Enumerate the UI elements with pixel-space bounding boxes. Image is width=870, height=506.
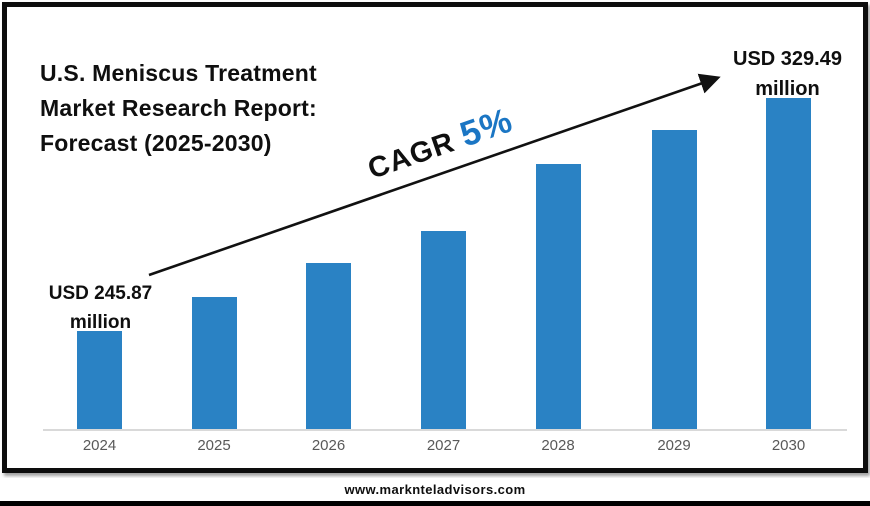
bar-2030 <box>766 98 811 430</box>
bottom-accent-bar <box>0 501 870 506</box>
end-value-amount: USD 329.49 <box>733 48 842 70</box>
x-tick-2026: 2026 <box>311 437 346 454</box>
end-value-label: USD 329.49 million <box>715 44 860 104</box>
x-tick-2028: 2028 <box>541 437 575 454</box>
bar-2027 <box>421 231 466 430</box>
footer: www.marknteladvisors.com <box>0 478 870 501</box>
bar-2025 <box>191 297 237 430</box>
x-tick-2030: 2030 <box>771 437 806 454</box>
x-tick-2027: 2027 <box>426 437 461 454</box>
x-axis-line <box>43 429 847 431</box>
bar-2024 <box>77 331 122 430</box>
x-tick-2029: 2029 <box>657 437 691 454</box>
x-axis-ticks: 2024 2025 2026 2027 2028 2029 2030 <box>0 437 870 457</box>
bar-2029 <box>651 130 697 430</box>
bar-2026 <box>306 263 351 430</box>
bar-chart-plot <box>77 98 811 430</box>
start-value-unit: million <box>69 312 132 333</box>
end-value-unit: million <box>755 78 820 100</box>
bar-2028 <box>535 164 581 430</box>
start-value-label: USD 245.87 million <box>28 279 173 337</box>
x-tick-2024: 2024 <box>82 437 117 454</box>
start-value-amount: USD 245.87 <box>48 283 153 304</box>
footer-url: www.marknteladvisors.com <box>344 482 526 497</box>
x-tick-2025: 2025 <box>197 437 231 454</box>
